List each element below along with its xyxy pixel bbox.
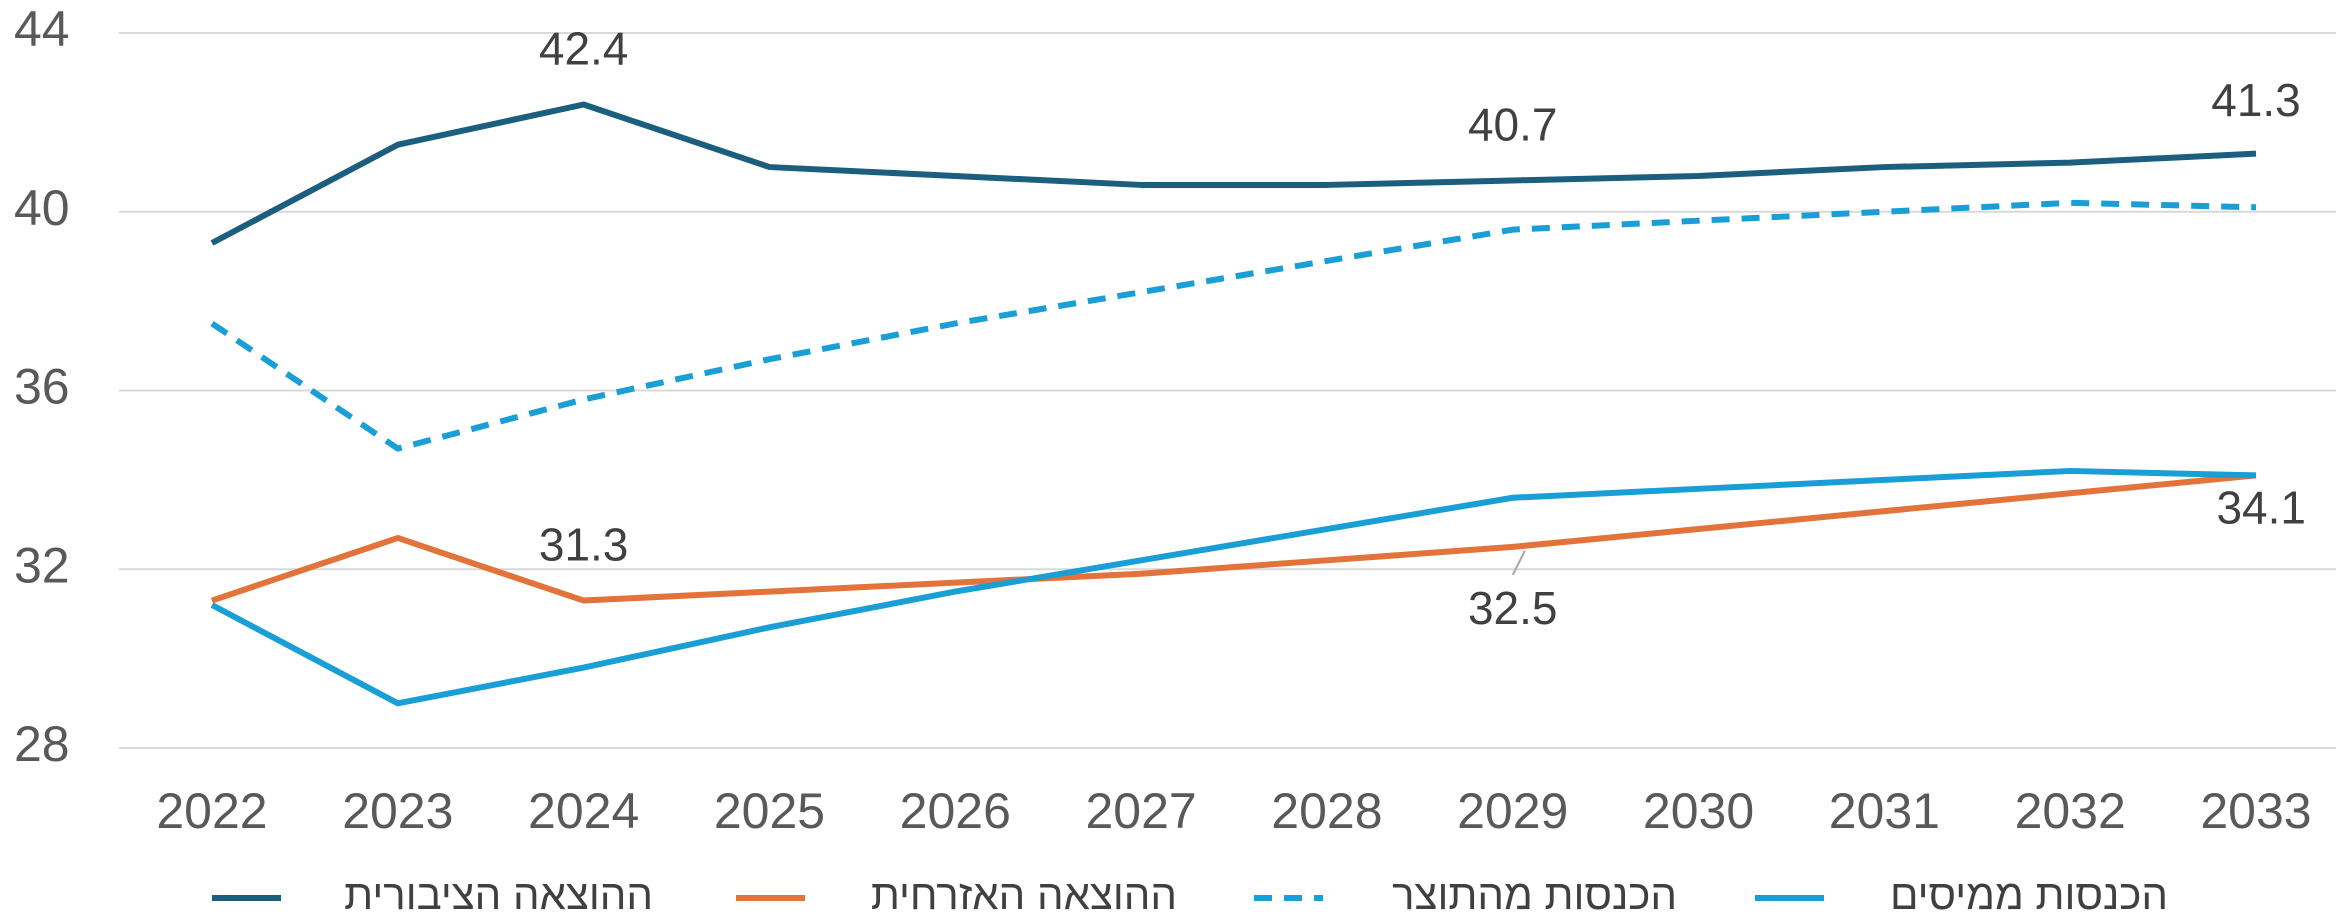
leader-line xyxy=(1511,550,1526,576)
y-tick-label: 36 xyxy=(14,359,70,415)
y-tick-label: 44 xyxy=(14,1,70,57)
data-label: 41.3 xyxy=(2211,74,2301,126)
x-tick-label: 2029 xyxy=(1457,783,1568,839)
x-tick-label: 2033 xyxy=(2200,783,2311,839)
x-tick-label: 2031 xyxy=(1829,783,1940,839)
x-tick-label: 2028 xyxy=(1271,783,1382,839)
x-tick-label: 2022 xyxy=(156,783,267,839)
data-label: 32.5 xyxy=(1468,582,1558,634)
x-tick-label: 2024 xyxy=(528,783,639,839)
series-line xyxy=(210,467,2257,707)
legend-label: הכנסות ממיסים xyxy=(1890,871,2168,918)
x-tick-label: 2027 xyxy=(1085,783,1196,839)
data-label: 42.4 xyxy=(539,23,629,75)
legend-label: ההוצאה האזרחית xyxy=(871,871,1177,918)
x-tick-label: 2025 xyxy=(714,783,825,839)
x-tick-label: 2026 xyxy=(900,783,1011,839)
legend-label: ההוצאה הציבורית xyxy=(344,871,653,918)
series-line xyxy=(211,472,2257,604)
legend-label: הכנסות מהתוצר xyxy=(1392,871,1677,918)
data-label: 40.7 xyxy=(1468,99,1558,151)
x-tick-label: 2032 xyxy=(2015,783,2126,839)
x-tick-label: 2023 xyxy=(342,783,453,839)
y-tick-label: 28 xyxy=(14,716,70,772)
y-tick-label: 40 xyxy=(14,180,70,236)
y-tick-label: 32 xyxy=(14,537,70,593)
series-line xyxy=(210,199,2257,452)
x-tick-label: 2030 xyxy=(1643,783,1754,839)
series-line xyxy=(210,101,2257,246)
data-label: 34.1 xyxy=(2216,482,2306,534)
data-label: 31.3 xyxy=(539,519,629,571)
